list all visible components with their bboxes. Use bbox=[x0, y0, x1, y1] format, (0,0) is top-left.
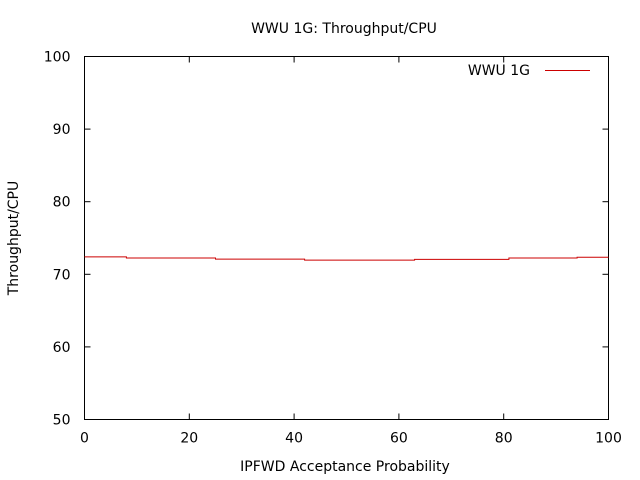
y-axis-label: Throughput/CPU bbox=[6, 181, 22, 297]
y-tick-label: 60 bbox=[53, 340, 71, 356]
y-tick-label: 80 bbox=[53, 195, 71, 211]
y-tick-label: 70 bbox=[53, 267, 71, 283]
x-tick-label: 40 bbox=[285, 431, 303, 447]
plot-frame bbox=[85, 57, 609, 420]
x-tick-label: 80 bbox=[495, 431, 513, 447]
x-tick-label: 20 bbox=[180, 431, 198, 447]
y-tick-label: 90 bbox=[53, 122, 71, 138]
x-tick-label: 60 bbox=[390, 431, 408, 447]
x-axis-label: IPFWD Acceptance Probability bbox=[240, 459, 450, 475]
y-axis-ticks: 50 60 70 80 90 100 bbox=[44, 50, 609, 429]
x-tick-label: 100 bbox=[595, 431, 622, 447]
chart-title: WWU 1G: Throughput/CPU bbox=[251, 21, 437, 37]
y-tick-label: 100 bbox=[44, 50, 71, 66]
series-line-0 bbox=[85, 257, 609, 260]
legend: WWU 1G bbox=[468, 63, 590, 79]
x-axis-ticks: 0 20 40 60 80 100 bbox=[80, 57, 622, 447]
legend-label-wwu-1g: WWU 1G bbox=[468, 63, 530, 79]
y-tick-label: 50 bbox=[53, 413, 71, 429]
series-layer bbox=[85, 257, 609, 260]
x-tick-label: 0 bbox=[80, 431, 89, 447]
